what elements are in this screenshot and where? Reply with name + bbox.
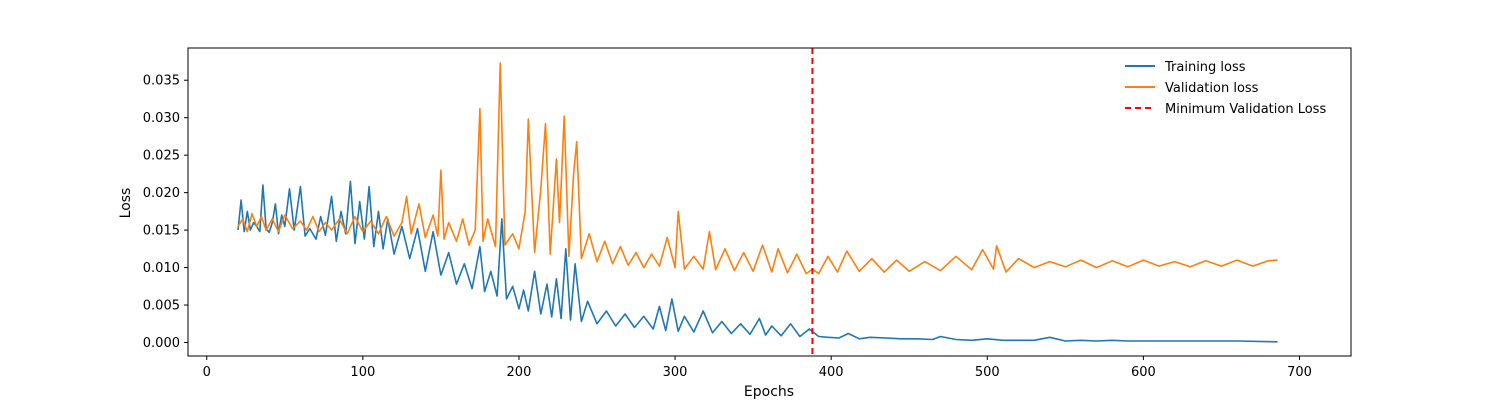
x-tick-label: 600: [1131, 365, 1156, 380]
legend: Training loss Validation loss Minimum Vali…: [1125, 60, 1326, 117]
legend-label: Minimum Validation Loss: [1165, 102, 1326, 117]
y-tick-label: 0.025: [143, 149, 180, 164]
x-axis-label: Epochs: [744, 384, 794, 400]
y-tick-label: 0.015: [143, 224, 180, 239]
y-tick-label: 0.000: [143, 336, 180, 351]
y-tick-label: 0.005: [143, 299, 180, 314]
axis-ticks: 0 100 200 300 400 500 600 700 0.000 0.005 0.010 0.0…: [143, 74, 1312, 380]
x-tick-label: 500: [975, 365, 1000, 380]
y-tick-label: 0.010: [143, 261, 180, 276]
axes-frame: [187, 47, 1352, 357]
x-tick-label: 400: [819, 365, 844, 380]
series-line-training-loss: [237, 180, 1278, 343]
y-tick-label: 0.020: [143, 186, 180, 201]
x-tick-label: 300: [663, 365, 688, 380]
y-tick-label: 0.030: [143, 111, 180, 126]
plot-area: [237, 48, 1278, 356]
legend-label: Validation loss: [1165, 81, 1259, 96]
x-tick-label: 200: [507, 365, 532, 380]
y-axis-label: Loss: [118, 188, 134, 219]
legend-label: Training loss: [1164, 60, 1246, 75]
x-tick-label: 0: [203, 365, 211, 380]
x-tick-label: 700: [1287, 365, 1312, 380]
y-tick-label: 0.035: [143, 74, 180, 89]
series-line-validation-loss: [237, 62, 1278, 275]
x-tick-label: 100: [350, 365, 375, 380]
